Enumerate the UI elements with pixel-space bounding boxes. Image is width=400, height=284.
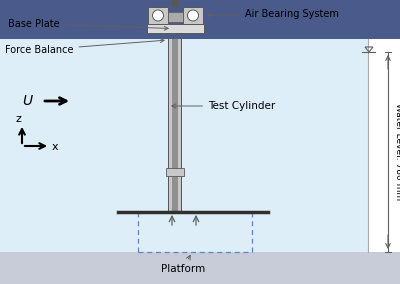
Bar [147, 24, 204, 33]
Text: z: z [15, 114, 21, 124]
Bar [183, 7, 203, 24]
Text: x: x [52, 142, 59, 152]
Bar [168, 39, 182, 212]
Text: Air Bearing System: Air Bearing System [207, 9, 339, 19]
Bar [172, 0, 179, 7]
Circle shape [188, 10, 198, 21]
Bar [0, 252, 400, 284]
Text: Test Cylinder: Test Cylinder [172, 101, 275, 111]
Text: Force Balance: Force Balance [5, 39, 164, 55]
Text: $U$: $U$ [22, 94, 34, 108]
Bar [148, 7, 168, 24]
Bar [178, 39, 181, 212]
Text: Base Plate: Base Plate [8, 19, 168, 30]
Bar [168, 12, 183, 22]
Bar [169, 39, 172, 212]
Bar [166, 168, 184, 176]
Text: Water Level: 780 mm: Water Level: 780 mm [394, 103, 400, 201]
Bar [0, 39, 368, 252]
Bar [0, 0, 400, 39]
Bar [368, 39, 400, 252]
Circle shape [152, 10, 164, 21]
Text: Platform: Platform [161, 255, 205, 274]
Bar [172, 39, 178, 212]
